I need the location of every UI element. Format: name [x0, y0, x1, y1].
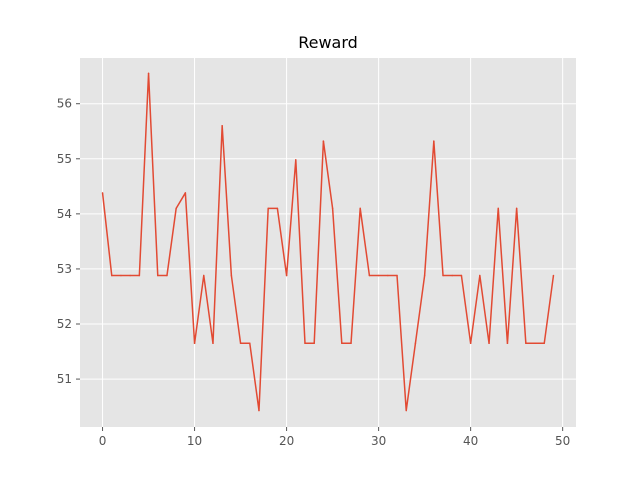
- x-tick-label: 20: [279, 434, 294, 448]
- data-point: [341, 342, 343, 345]
- plot-area: [80, 58, 576, 427]
- y-tick-label: 54: [57, 207, 72, 221]
- y-tick-label: 55: [57, 152, 72, 166]
- data-point: [313, 342, 315, 345]
- data-point: [322, 140, 325, 142]
- data-point: [396, 274, 398, 277]
- data-point: [129, 274, 131, 277]
- data-point: [193, 342, 196, 345]
- data-point: [359, 207, 361, 210]
- data-point: [405, 409, 407, 412]
- y-tick-label: 56: [57, 97, 72, 111]
- data-point: [331, 207, 334, 210]
- series-group: [101, 72, 555, 412]
- data-point: [276, 207, 279, 210]
- data-point: [387, 274, 389, 277]
- data-point: [258, 409, 260, 412]
- data-point: [377, 274, 380, 277]
- data-point: [525, 342, 527, 345]
- data-point: [239, 342, 242, 345]
- data-point: [267, 207, 269, 210]
- data-point: [552, 274, 555, 277]
- data-point: [249, 342, 251, 345]
- reward-series-line: [101, 72, 555, 412]
- data-point: [221, 124, 223, 127]
- data-point: [442, 274, 444, 277]
- data-point: [175, 207, 177, 210]
- data-point: [543, 342, 545, 345]
- x-tick-label: 0: [99, 434, 107, 448]
- data-point: [304, 342, 306, 345]
- x-tick-label: 30: [371, 434, 386, 448]
- data-point: [368, 274, 371, 277]
- data-point: [212, 342, 214, 345]
- data-point: [515, 207, 518, 210]
- y-tick-label: 52: [57, 317, 72, 331]
- data-point: [101, 192, 104, 194]
- data-point: [497, 207, 499, 210]
- data-point: [120, 274, 122, 277]
- data-point: [433, 140, 435, 142]
- grid-lines: [80, 58, 576, 427]
- x-tick-label: 40: [463, 434, 478, 448]
- data-point: [111, 274, 113, 277]
- data-point: [157, 274, 159, 277]
- data-point: [488, 342, 490, 345]
- data-point: [460, 274, 463, 277]
- x-tick-label: 50: [555, 434, 570, 448]
- x-axis: 0 10 20 30 40 50: [99, 427, 570, 448]
- y-tick-label: 51: [57, 372, 72, 386]
- y-axis: 51 52 53 54 55 56: [57, 97, 80, 386]
- data-point: [285, 274, 288, 277]
- data-point: [423, 274, 426, 277]
- data-point: [469, 342, 472, 345]
- chart-title: Reward: [298, 33, 358, 52]
- data-point: [184, 192, 187, 194]
- data-point: [451, 274, 453, 277]
- data-point: [414, 342, 417, 345]
- data-point: [534, 342, 536, 345]
- data-point: [166, 274, 168, 277]
- data-point: [230, 274, 233, 277]
- y-tick-label: 53: [57, 262, 72, 276]
- data-point: [506, 342, 509, 345]
- data-point: [147, 72, 150, 75]
- x-tick-label: 10: [187, 434, 202, 448]
- data-point: [479, 274, 481, 277]
- data-point: [295, 159, 297, 161]
- data-point: [350, 342, 352, 345]
- data-point: [138, 274, 141, 277]
- data-point: [203, 274, 205, 277]
